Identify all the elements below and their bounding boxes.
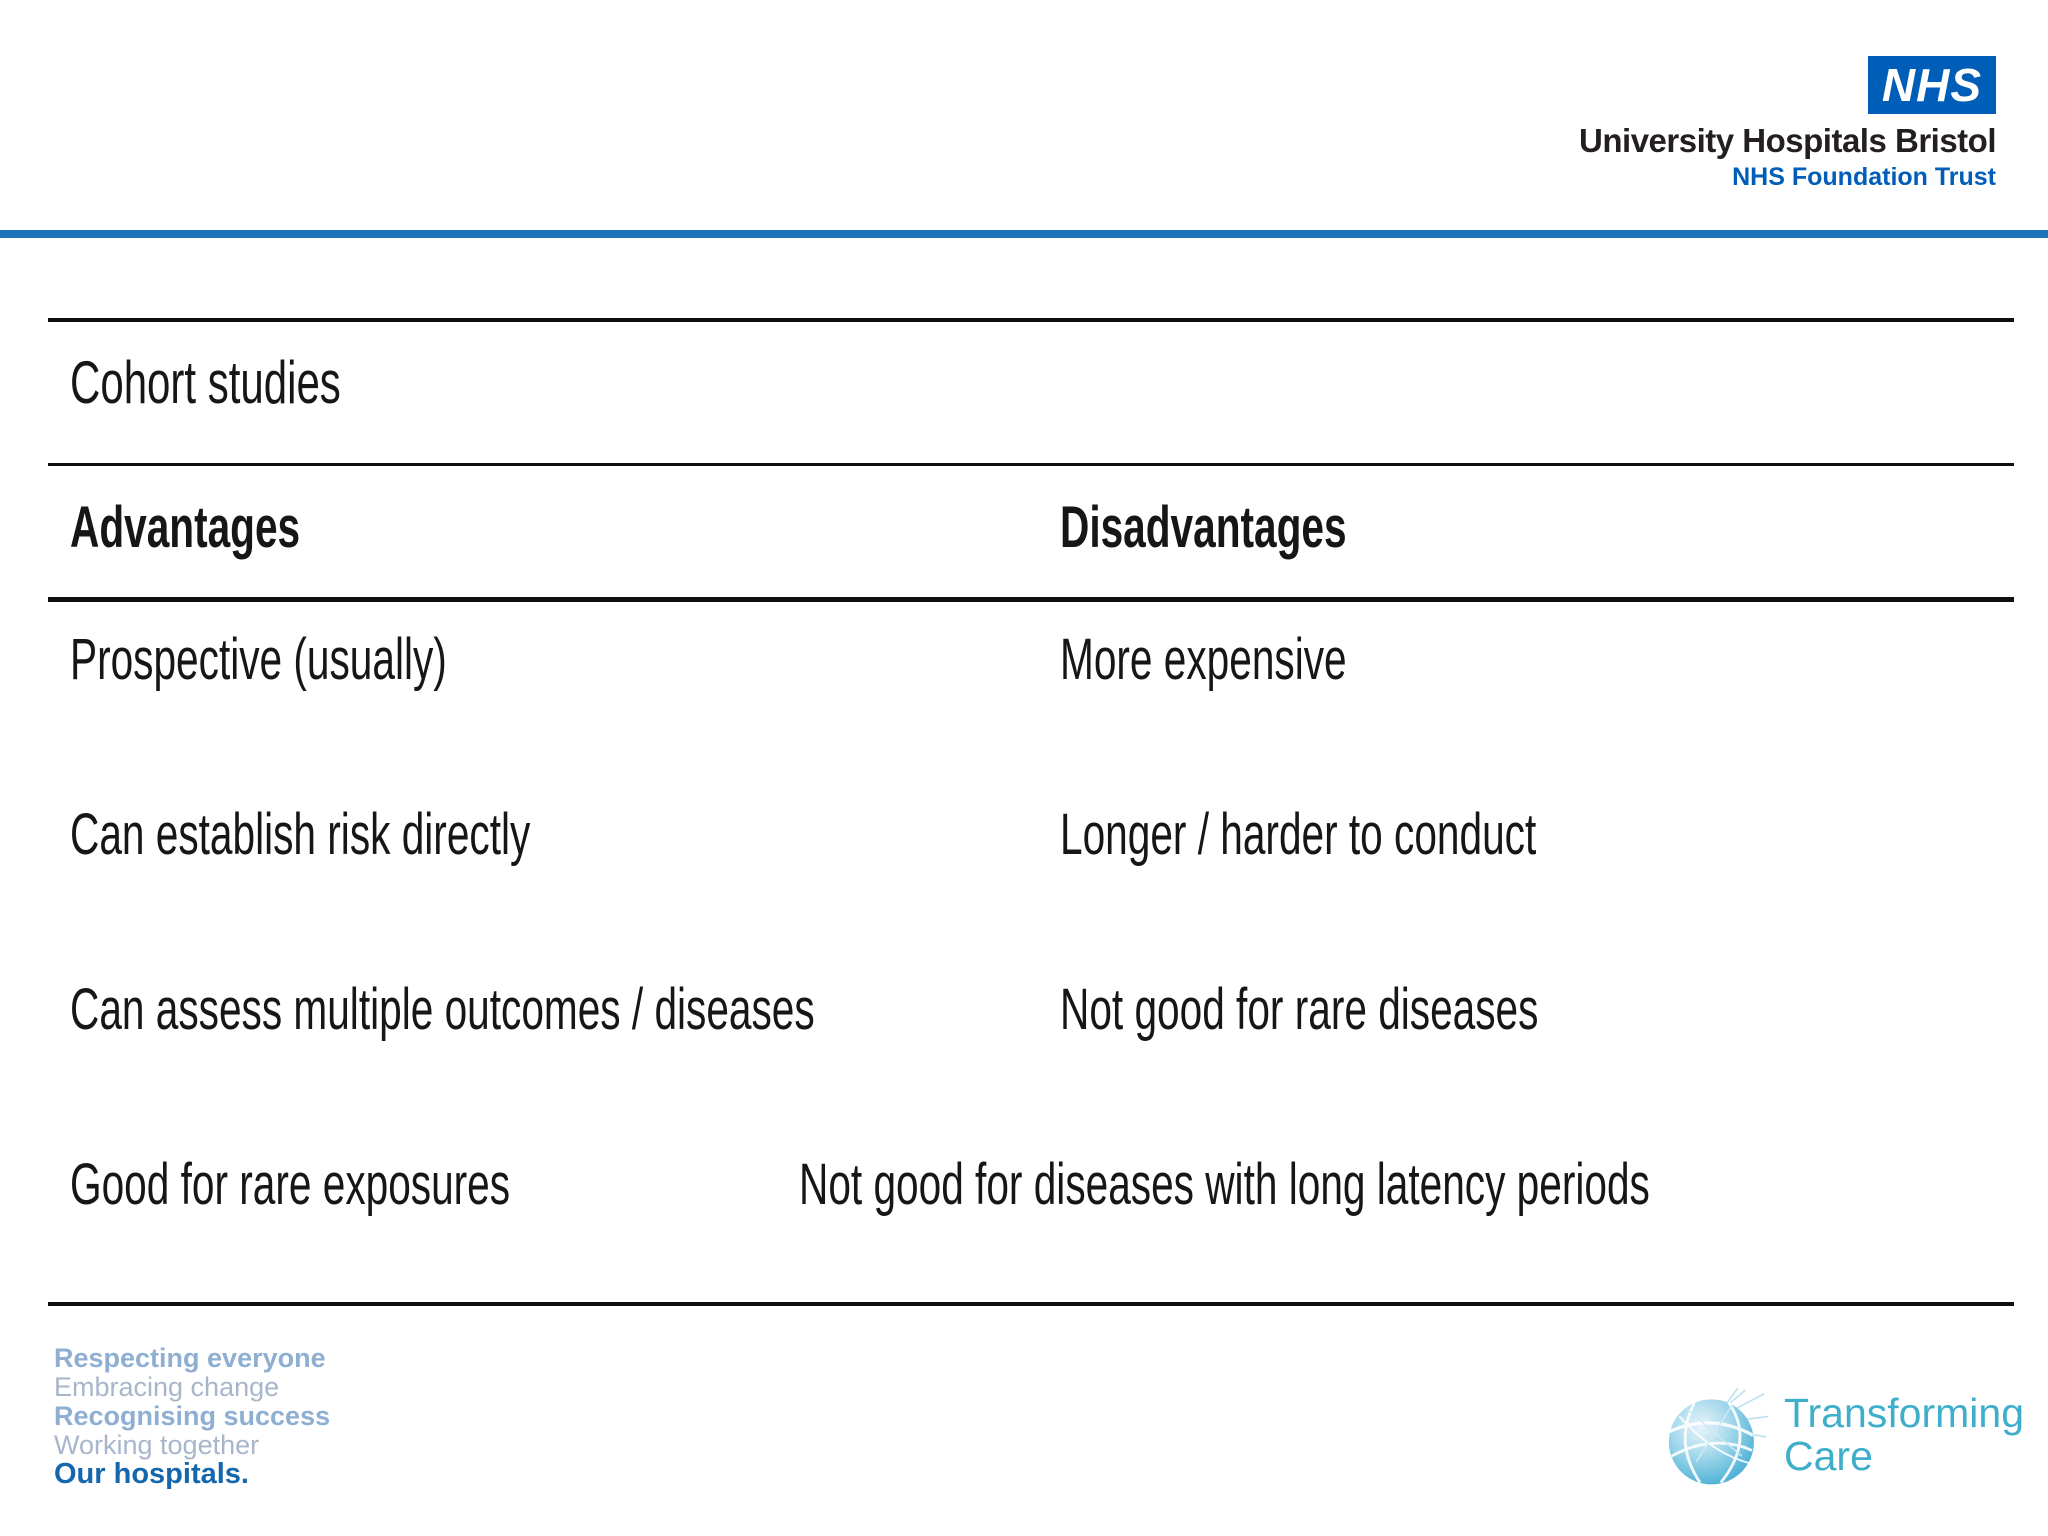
table-cell-advantage: Can assess multiple outcomes / diseases — [70, 977, 815, 1042]
value-line: Our hospitals. — [54, 1458, 249, 1490]
value-line: Recognising success — [54, 1401, 331, 1431]
nhs-logo-icon: NHS — [1867, 56, 1996, 114]
table-title: Cohort studies — [70, 349, 341, 416]
table-cell-advantage: Can establish risk directly — [70, 802, 531, 867]
transforming-care-logo: Transforming Care — [1666, 1387, 2024, 1492]
table-cell-disadvantage: Not good for diseases with long latency … — [798, 1152, 1650, 1217]
table-cell-advantage: Prospective (usually) — [70, 627, 447, 692]
campaign-line1: Transforming — [1784, 1390, 2024, 1436]
campaign-text: Transforming Care — [1784, 1392, 2024, 1478]
table-row: Good for rare exposures Not good for dis… — [48, 1127, 2014, 1302]
table-row: Can assess multiple outcomes / diseases … — [48, 952, 2014, 1127]
value-line: Embracing change — [54, 1372, 280, 1402]
column-header-advantages: Advantages — [70, 495, 301, 560]
table-header-row: Advantages Disadvantages — [48, 463, 2014, 597]
table-cell-disadvantage: Longer / harder to conduct — [1060, 802, 1537, 867]
org-subtitle: NHS Foundation Trust — [1732, 163, 1996, 191]
table-title-row: Cohort studies — [48, 318, 2014, 463]
trust-values-block: Respecting everyone Embracing change Rec… — [54, 1344, 330, 1489]
campaign-line2: Care — [1784, 1433, 1873, 1479]
table-cell-disadvantage: Not good for rare diseases — [1060, 977, 1539, 1042]
nhs-logo-text: NHS — [1881, 59, 1982, 111]
value-line: Respecting everyone — [54, 1343, 326, 1373]
header-divider — [0, 230, 2048, 238]
table-row: Prospective (usually) More expensive — [48, 602, 2014, 777]
globe-icon — [1666, 1387, 1770, 1492]
nhs-header-block: NHS University Hospitals Bristol NHS Fou… — [1579, 56, 1996, 192]
table-cell-disadvantage: More expensive — [1060, 627, 1347, 692]
column-header-disadvantages: Disadvantages — [1060, 495, 1347, 560]
table-body: Prospective (usually) More expensive Can… — [48, 597, 2014, 1306]
value-line: Working together — [54, 1430, 260, 1460]
cohort-table: Cohort studies Advantages Disadvantages … — [48, 318, 2014, 1306]
table-row: Can establish risk directly Longer / har… — [48, 777, 2014, 952]
table-cell-advantage: Good for rare exposures — [70, 1152, 511, 1217]
org-name: University Hospitals Bristol — [1579, 122, 1996, 159]
